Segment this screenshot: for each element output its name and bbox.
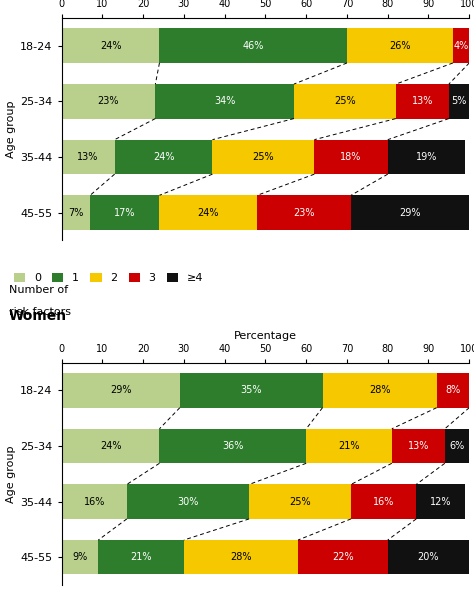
Y-axis label: Age group: Age group: [6, 445, 16, 503]
Text: 24%: 24%: [100, 41, 121, 51]
Bar: [249, 484, 351, 519]
Bar: [159, 429, 306, 463]
Bar: [159, 195, 257, 230]
Text: 21%: 21%: [338, 441, 360, 451]
Text: 23%: 23%: [98, 96, 119, 106]
Text: 24%: 24%: [153, 152, 174, 162]
Text: 20%: 20%: [418, 552, 439, 562]
Bar: [322, 373, 437, 408]
Text: 16%: 16%: [83, 497, 105, 507]
Text: 22%: 22%: [332, 552, 354, 562]
Text: 4%: 4%: [454, 41, 469, 51]
Bar: [62, 140, 115, 174]
Bar: [62, 484, 127, 519]
Text: 13%: 13%: [412, 96, 433, 106]
Text: risk factors: risk factors: [9, 307, 71, 317]
Text: 25%: 25%: [253, 152, 274, 162]
Text: 23%: 23%: [293, 208, 315, 217]
Text: 28%: 28%: [230, 552, 252, 562]
Text: 26%: 26%: [389, 41, 410, 51]
Bar: [62, 195, 90, 230]
Bar: [351, 484, 416, 519]
Bar: [62, 84, 155, 119]
Bar: [127, 484, 249, 519]
Text: Number of: Number of: [9, 285, 68, 295]
Text: 9%: 9%: [73, 552, 88, 562]
Text: 35%: 35%: [240, 386, 262, 395]
Text: 6%: 6%: [449, 441, 465, 451]
Bar: [392, 429, 445, 463]
Text: 17%: 17%: [114, 208, 136, 217]
Bar: [62, 540, 98, 574]
Bar: [62, 29, 159, 63]
Bar: [298, 540, 388, 574]
Bar: [62, 429, 159, 463]
Text: 29%: 29%: [400, 208, 421, 217]
Bar: [115, 140, 212, 174]
Bar: [416, 484, 465, 519]
Text: 34%: 34%: [214, 96, 236, 106]
Bar: [449, 84, 469, 119]
Text: 29%: 29%: [110, 386, 131, 395]
Text: 30%: 30%: [177, 497, 199, 507]
X-axis label: Percentage: Percentage: [234, 331, 297, 341]
Text: 46%: 46%: [243, 41, 264, 51]
Text: 19%: 19%: [416, 152, 437, 162]
Bar: [396, 84, 449, 119]
Text: 24%: 24%: [198, 208, 219, 217]
Bar: [351, 195, 469, 230]
Text: 21%: 21%: [130, 552, 152, 562]
Bar: [184, 540, 298, 574]
Bar: [445, 429, 469, 463]
Bar: [98, 540, 184, 574]
Bar: [159, 29, 347, 63]
Bar: [294, 84, 396, 119]
Text: 25%: 25%: [334, 96, 356, 106]
Text: 18%: 18%: [340, 152, 362, 162]
Bar: [453, 29, 469, 63]
Legend: 0, 1, 2, 3, ≥4: 0, 1, 2, 3, ≥4: [14, 273, 203, 283]
Bar: [90, 195, 159, 230]
Bar: [62, 373, 180, 408]
Text: 16%: 16%: [373, 497, 394, 507]
Text: 5%: 5%: [451, 96, 467, 106]
Text: 7%: 7%: [68, 208, 83, 217]
Bar: [314, 140, 388, 174]
Text: 8%: 8%: [446, 386, 461, 395]
Bar: [437, 373, 469, 408]
Text: 36%: 36%: [222, 441, 244, 451]
Bar: [388, 140, 465, 174]
Bar: [306, 429, 392, 463]
Text: 24%: 24%: [100, 441, 121, 451]
Y-axis label: Age group: Age group: [6, 100, 16, 158]
Text: 28%: 28%: [369, 386, 390, 395]
Bar: [155, 84, 294, 119]
Text: 25%: 25%: [289, 497, 311, 507]
Bar: [388, 540, 469, 574]
Bar: [212, 140, 314, 174]
Bar: [257, 195, 351, 230]
Bar: [180, 373, 322, 408]
Text: Women: Women: [9, 309, 67, 322]
Text: 12%: 12%: [430, 497, 451, 507]
Text: 13%: 13%: [408, 441, 429, 451]
Text: 13%: 13%: [77, 152, 99, 162]
Bar: [347, 29, 453, 63]
